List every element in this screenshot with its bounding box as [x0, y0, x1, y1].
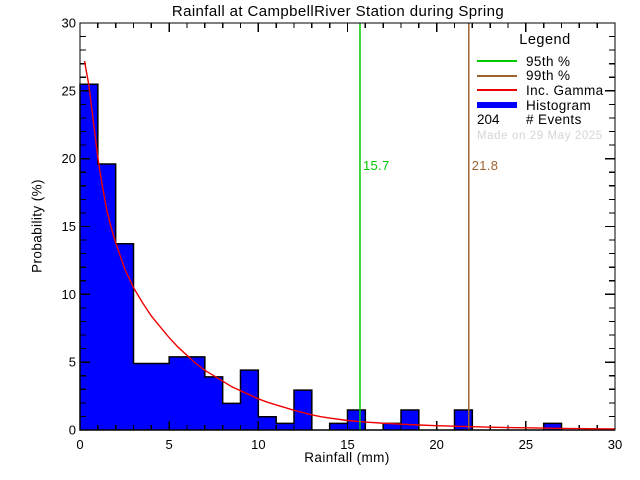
legend: Legend 95th % 99th % Inc. Gamma Histogra… — [477, 32, 613, 142]
legend-item-inc-gamma: Inc. Gamma — [477, 83, 613, 98]
x-tick-label: 15 — [340, 437, 354, 452]
legend-item-label: Histogram — [526, 97, 592, 113]
legend-item-95th-percentile: 95th % — [477, 54, 613, 69]
percentile-95-label: 15.7 — [362, 158, 390, 173]
chart-title: Rainfall at CampbellRiver Station during… — [171, 3, 505, 20]
plot-frame — [79, 22, 616, 431]
percentile-99-label: 21.8 — [471, 158, 499, 173]
legend-item-events: 204 # Events — [477, 112, 613, 127]
x-tick-label: 0 — [76, 437, 83, 452]
legend-title: Legend — [519, 32, 571, 48]
x-tick-label: 25 — [519, 437, 533, 452]
legend-item-label: Inc. Gamma — [526, 82, 604, 98]
made-on-watermark: Made on 29 May 2025 — [477, 129, 603, 142]
gamma-curve — [83, 60, 616, 430]
x-axis-title: Rainfall (mm) — [304, 450, 390, 465]
x-tick-label: 10 — [251, 437, 265, 452]
y-tick-label: 5 — [69, 355, 76, 370]
legend-item-label: # Events — [526, 112, 582, 128]
legend-histogram-swatch — [477, 102, 517, 109]
legend-line-99th-swatch — [477, 74, 517, 77]
y-tick-label: 25 — [62, 83, 76, 98]
legend-item-99th-percentile: 99th % — [477, 68, 613, 84]
y-tick-label: 0 — [69, 423, 76, 438]
legend-line-gamma-swatch — [477, 89, 517, 92]
y-tick-label: 20 — [62, 151, 76, 166]
x-tick-label: 20 — [429, 437, 443, 452]
y-tick-label: 30 — [62, 16, 76, 31]
y-axis-title: Probability (%) — [29, 179, 45, 273]
legend-item-histogram: Histogram — [477, 98, 613, 113]
legend-line-95th-swatch — [477, 60, 517, 63]
legend-item-label: 99th % — [526, 68, 571, 84]
y-tick-label: 15 — [62, 219, 76, 234]
event-count-value: 204 — [477, 112, 500, 128]
x-tick-label: 30 — [608, 437, 622, 452]
x-tick-label: 5 — [166, 437, 173, 452]
legend-item-label: 95th % — [526, 53, 571, 69]
y-tick-label: 10 — [62, 287, 76, 302]
